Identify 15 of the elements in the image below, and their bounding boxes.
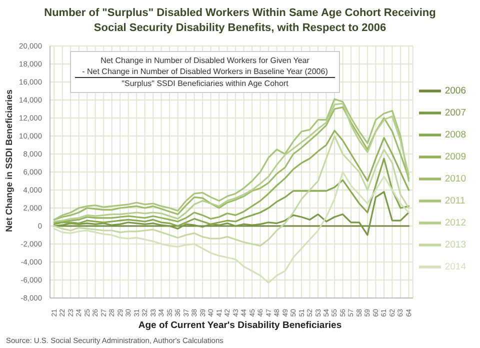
legend-label: 2014	[444, 262, 466, 273]
legend-label: 2007	[444, 108, 466, 119]
annotation: Net Change in Number of Disabled Workers for Given Year	[100, 55, 310, 66]
legend-label: 2009	[444, 152, 466, 163]
legend-label: 2010	[444, 174, 466, 185]
legend-label: 2011	[444, 196, 466, 207]
legend-label: 2012	[444, 218, 466, 229]
legend-label: 2006	[444, 86, 466, 97]
legend-label: 2013	[444, 240, 466, 251]
annotation: - Net Change in Number of Disabled Workers in Baseline Year (2006)	[75, 66, 335, 78]
chart-title: Number of "Surplus" Disabled Workers Within Same Age Cohort Receiving Social Security Disability Benefits, with Respect to 2006	[43, 6, 437, 36]
annotation: "Surplus" SSDI Beneficiaries within Age Cohort	[120, 78, 290, 89]
x-axis-title: Age of Current Year's Disability Beneficiaries	[137, 320, 343, 331]
legend-label: 2008	[444, 130, 466, 141]
y-axis-title: Net Change in SSDI Beneficiaries	[4, 89, 14, 232]
